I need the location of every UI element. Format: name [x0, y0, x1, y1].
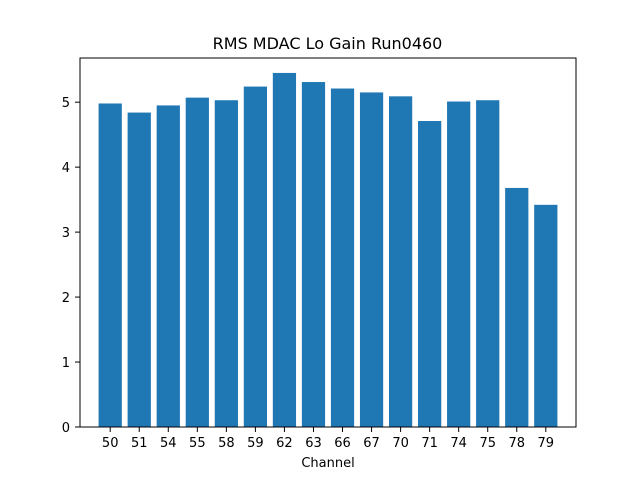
bar-channel-59: [243, 86, 268, 427]
plot-area: [98, 72, 558, 428]
x-tick-label: 79: [538, 436, 555, 451]
y-tick-label: 2: [62, 291, 70, 306]
x-tick-label: 58: [218, 436, 235, 451]
bar-channel-78: [505, 187, 529, 427]
bar-channel-55: [185, 97, 209, 427]
bar-channel-74: [447, 101, 471, 427]
x-tick-label: 78: [508, 436, 525, 451]
x-axis-title: Channel: [301, 456, 354, 471]
bar-channel-71: [418, 121, 442, 428]
x-tick-label: 59: [247, 436, 264, 451]
bar-channel-63: [301, 82, 326, 427]
bar-channel-79: [534, 204, 558, 427]
bar-channel-70: [388, 96, 413, 427]
x-tick-label: 50: [102, 436, 119, 451]
bar-channel-75: [476, 100, 500, 427]
bar-channel-54: [156, 105, 180, 428]
bar-channel-67: [359, 92, 384, 428]
x-tick-label: 74: [450, 436, 467, 451]
y-tick-label: 4: [62, 161, 70, 176]
x-tick-label: 75: [479, 436, 496, 451]
x-tick-label: 54: [160, 436, 177, 451]
x-tick-label: 63: [305, 436, 322, 451]
y-tick-label: 5: [62, 96, 70, 111]
x-tick-label: 51: [131, 436, 148, 451]
x-tick-label: 71: [421, 436, 438, 451]
bar-channel-62: [272, 72, 297, 427]
x-tick-label: 70: [392, 436, 409, 451]
x-tick-label: 66: [334, 436, 351, 451]
bar-channel-58: [214, 100, 238, 427]
y-axis: 0 1 2 3 4 5: [62, 96, 80, 436]
y-tick-label: 3: [62, 226, 70, 241]
bar-channel-50: [98, 103, 122, 427]
bar-channel-51: [127, 112, 151, 427]
x-tick-label: 55: [189, 436, 206, 451]
bar-channel-66: [330, 88, 355, 427]
y-tick-label: 0: [62, 421, 70, 436]
y-tick-label: 1: [62, 356, 70, 371]
chart-title: RMS MDAC Lo Gain Run0460: [213, 34, 443, 53]
x-tick-label: 67: [363, 436, 380, 451]
plot-frame: [79, 57, 577, 428]
x-axis: 50 51 54 55 58 59 62 63 66 67 70 71 74 75 78 79: [102, 427, 554, 451]
x-tick-label: 62: [276, 436, 293, 451]
